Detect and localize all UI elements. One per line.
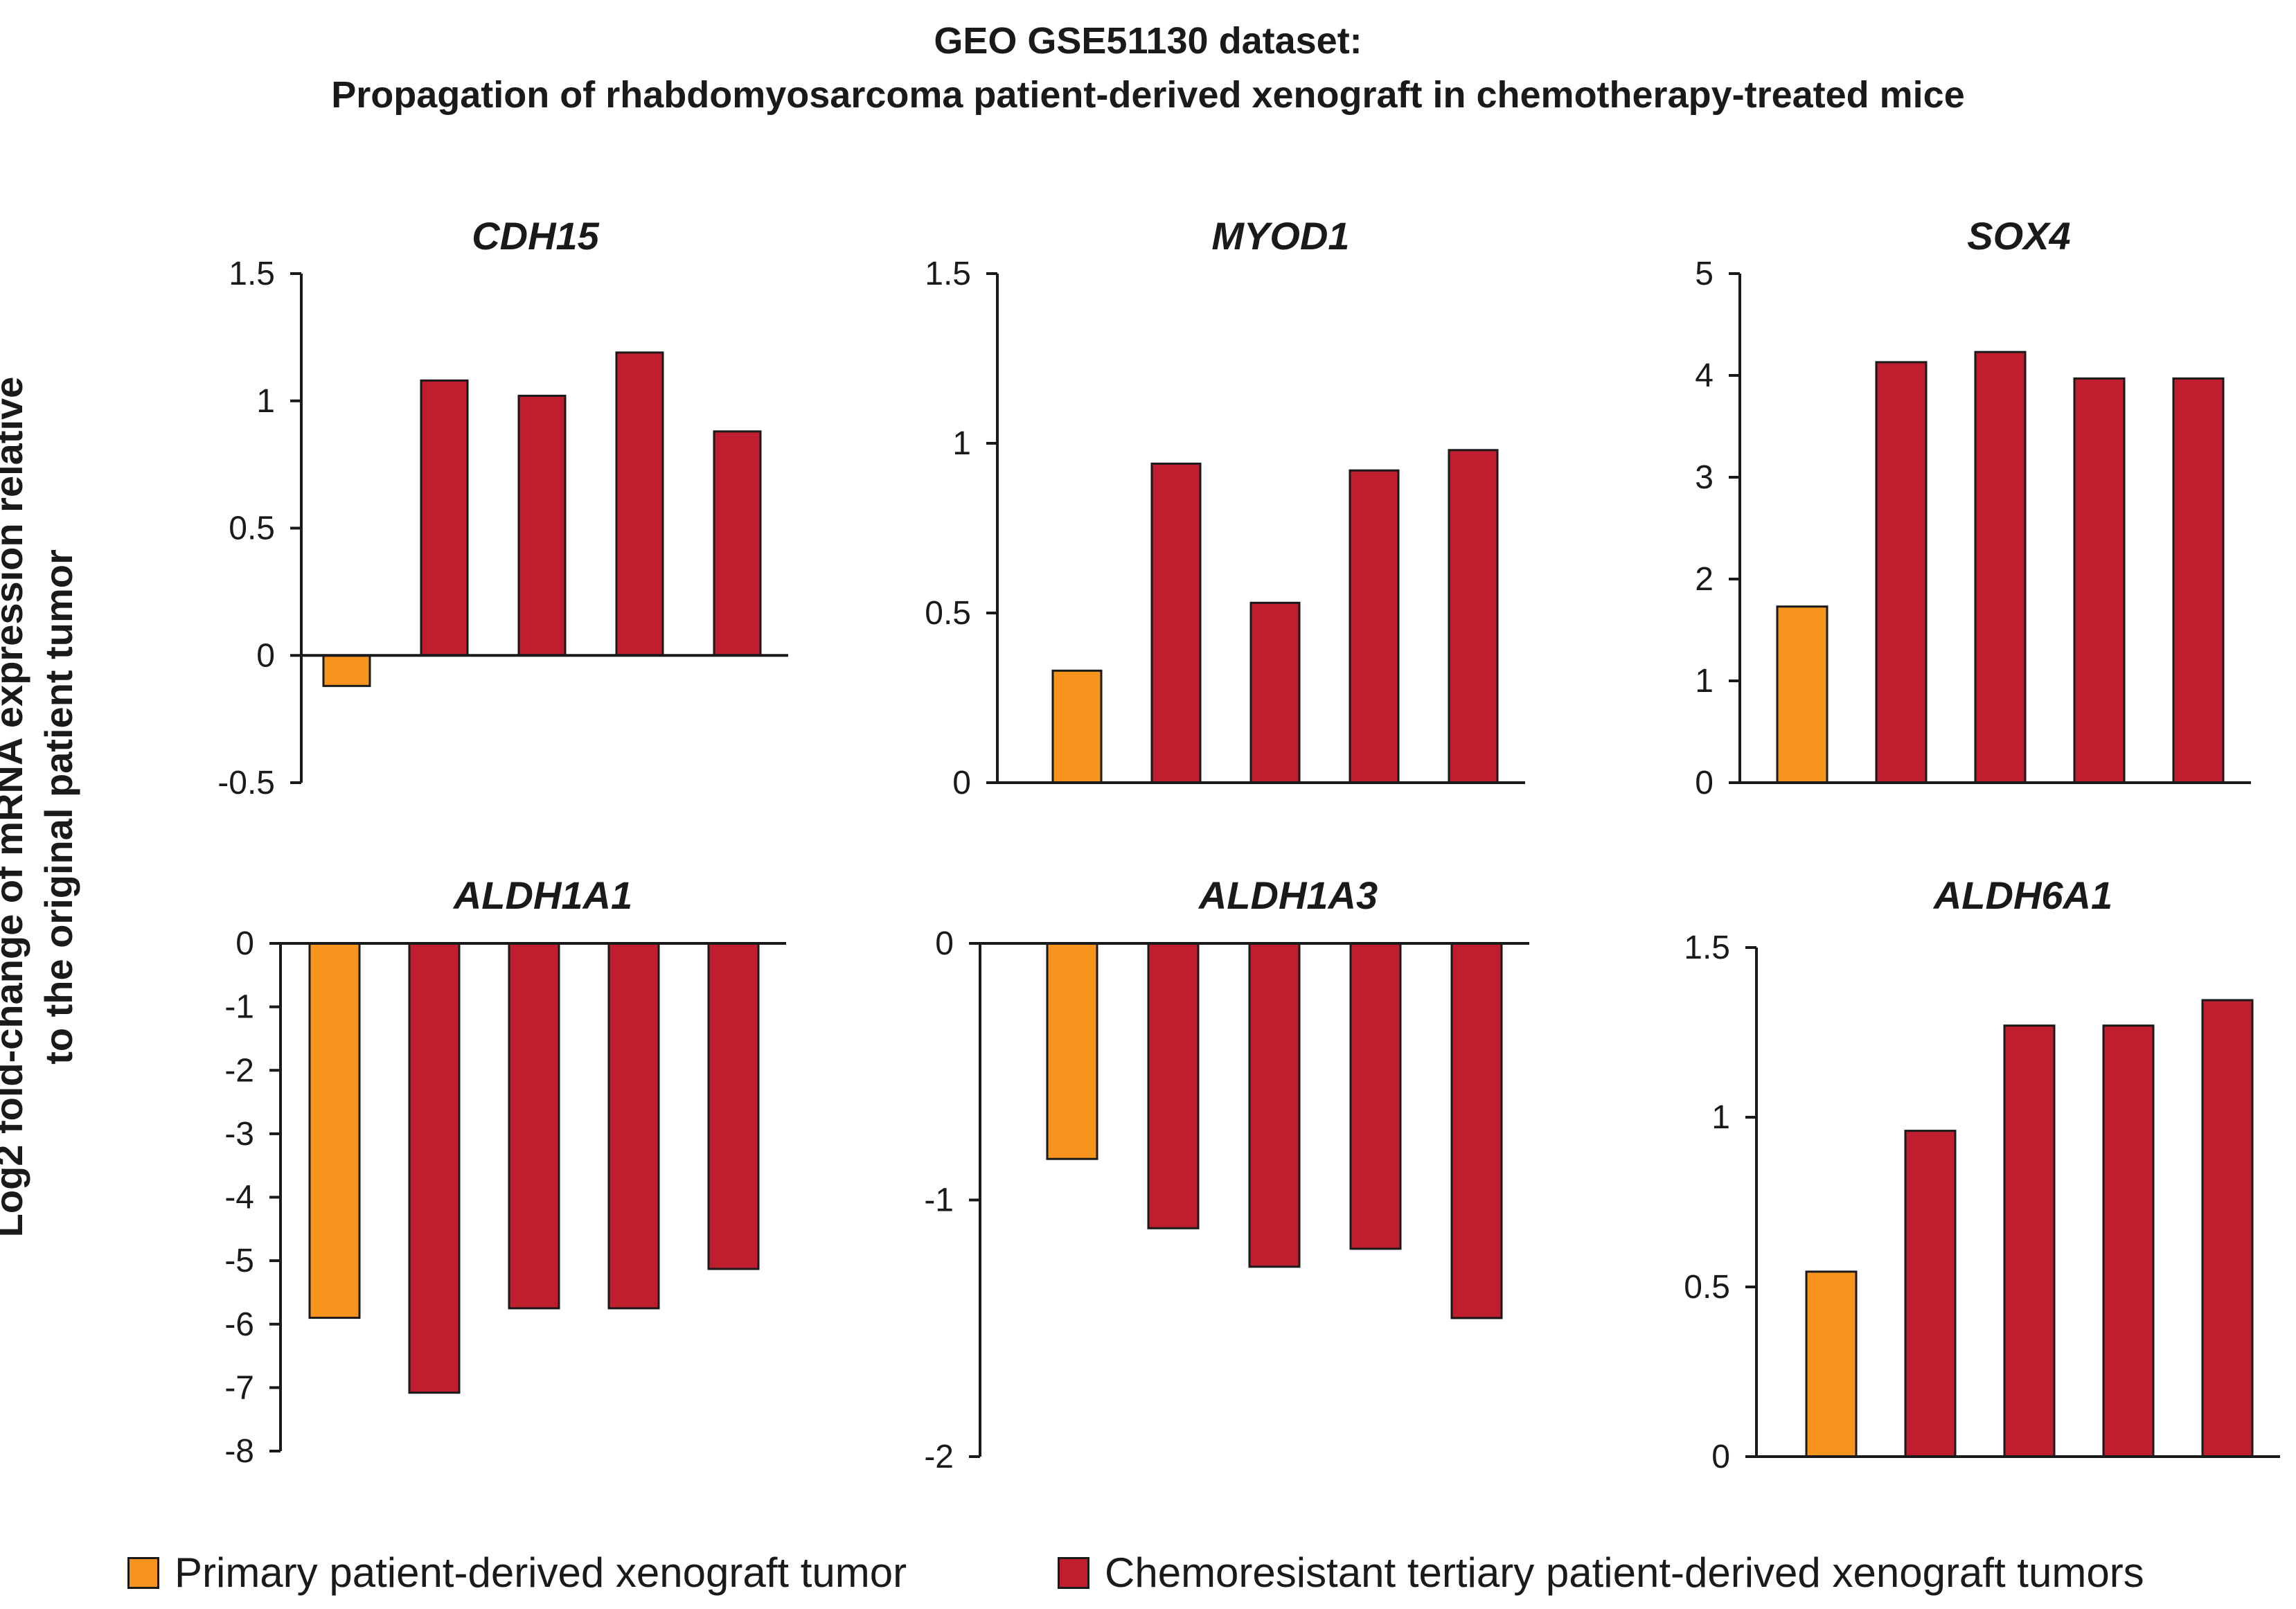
bar-cdh15-1 [322,654,371,687]
panel-title-aldh6a1: ALDH6A1 [1932,873,2112,917]
bar-cdh15-5 [713,430,762,657]
legend-swatch-primary [127,1556,159,1589]
y-tick-label: 4 [1695,357,1714,394]
y-tick-label: -0.5 [217,765,275,801]
panel-title-aldh1a3: ALDH1A3 [1198,873,1378,917]
panel-cdh15: -0.5 0 0.5 1 1.5 CDH15 [217,214,788,801]
bar-sox4-5 [2172,377,2225,784]
bar-aldh1a1-3 [508,942,560,1310]
y-tick-label: -3 [224,1116,254,1153]
bar-cdh15-3 [517,394,567,657]
y-tick-label: 0.5 [229,510,275,547]
y-tick-label: -1 [924,1182,954,1219]
bar-aldh6a1-2 [1904,1130,1957,1458]
bar-aldh1a1-5 [707,942,760,1270]
panel-sox4: 0 1 2 3 4 5 SOX4 [1695,214,2251,801]
y-tick-label: 0.5 [1684,1269,1730,1306]
bar-aldh6a1-3 [2003,1024,2056,1458]
y-tick-label: -1 [224,989,254,1026]
legend: Primary patient-derived xenograft tumor … [0,1549,2296,1604]
bar-aldh1a3-4 [1349,942,1402,1250]
bar-aldh1a3-5 [1450,942,1503,1319]
y-tick-label: 1 [1695,663,1714,700]
y-tick-label: 0 [256,637,275,674]
bar-cdh15-2 [420,379,469,657]
panel-aldh1a3: -2 -1 0 ALDH1A3 [924,873,1529,1475]
panel-title-cdh15: CDH15 [472,214,599,258]
legend-item-primary: Primary patient-derived xenograft tumor [127,1549,907,1597]
bar-myod1-3 [1249,601,1301,784]
y-tick-label: -4 [224,1180,254,1216]
bar-aldh1a1-2 [408,942,461,1394]
bar-myod1-4 [1349,469,1400,784]
y-tick-label: 0 [935,925,954,962]
bar-aldh1a1-4 [607,942,660,1310]
y-tick-label: 0 [1695,765,1714,801]
y-tick-label: -6 [224,1306,254,1343]
panel-aldh1a1: -8 -7 -6 -5 -4 -3 -2 -1 0 ALDH1A1 [224,873,786,1470]
panel-myod1: 0 0.5 1 1.5 MYOD1 [925,214,1525,801]
y-tick-label: 0 [952,765,971,801]
bar-myod1-5 [1448,449,1499,784]
y-tick-label: -2 [224,1052,254,1089]
y-tick-label: 1.5 [925,256,971,292]
panel-aldh6a1: 0 0.5 1 1.5 ALDH6A1 [1684,873,2280,1475]
y-tick-label: 0 [1711,1439,1730,1475]
y-tick-label: 3 [1695,459,1714,496]
bar-aldh1a3-1 [1046,942,1098,1160]
bar-sox4-2 [1875,361,1928,784]
y-tick-label: 1 [952,425,971,462]
bar-aldh1a1-1 [308,942,361,1319]
legend-swatch-tertiary [1058,1556,1089,1589]
y-tick-label: -7 [224,1369,254,1406]
y-tick-label: 1 [256,383,275,420]
bar-sox4-4 [2073,377,2126,784]
bar-sox4-3 [1974,350,2027,784]
panel-title-aldh1a1: ALDH1A1 [452,873,632,917]
y-tick-label: 5 [1695,256,1714,292]
bar-aldh1a3-2 [1147,942,1200,1229]
y-tick-label: -2 [924,1439,954,1475]
bar-aldh6a1-5 [2201,999,2254,1458]
bar-myod1-1 [1051,669,1103,784]
legend-item-tertiary: Chemoresistant tertiary patient-derived … [1058,1549,2144,1597]
bar-aldh6a1-1 [1805,1270,1858,1458]
panel-title-sox4: SOX4 [1967,214,2070,258]
bar-aldh1a3-3 [1248,942,1301,1268]
y-tick-label: 0.5 [925,595,971,632]
legend-label-tertiary: Chemoresistant tertiary patient-derived … [1105,1549,2144,1596]
y-tick-label: 1.5 [229,256,275,292]
y-tick-label: 1.5 [1684,930,1730,966]
legend-label-primary: Primary patient-derived xenograft tumor [175,1549,907,1596]
y-tick-label: 1 [1711,1099,1730,1136]
y-tick-label: 0 [235,925,254,962]
chart-title-line-2: Propagation of rhabdomyosarcoma patient-… [331,74,1965,116]
bar-myod1-2 [1150,462,1202,784]
bar-sox4-1 [1776,605,1828,784]
y-tick-label: -8 [224,1433,254,1470]
panel-title-myod1: MYOD1 [1211,214,1349,258]
chart-title-line-1: GEO GSE51130 dataset: [934,20,1362,62]
y-tick-label: -5 [224,1243,254,1279]
y-tick-label: 2 [1695,561,1714,598]
bar-cdh15-4 [615,351,664,657]
bar-aldh6a1-4 [2102,1024,2155,1458]
